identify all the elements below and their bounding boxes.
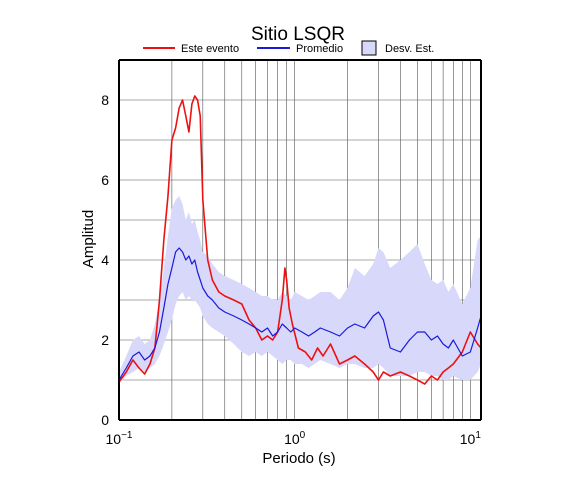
legend-label-desv-est: Desv. Est.: [385, 43, 434, 55]
axes: [118, 59, 482, 421]
x-tick-label: 100: [284, 430, 306, 447]
y-tick-label: 6: [101, 172, 109, 188]
y-tick-label: 0: [101, 412, 109, 428]
series-layer: [118, 95, 482, 385]
legend: Este evento Promedio Desv. Est.: [143, 40, 434, 56]
std-band-layer: [119, 196, 481, 384]
x-axis-label: Periodo (s): [262, 450, 335, 467]
series-line-promedio: [118, 247, 482, 381]
y-tick-label: 4: [101, 252, 109, 268]
x-tick-label: 101: [460, 430, 482, 447]
y-tick-label: 8: [101, 92, 109, 108]
std-band-area: [119, 196, 481, 384]
x-tick-label: 10−1: [106, 430, 133, 447]
tick-labels: 0 2 4 6 8 10−1 100 101: [101, 92, 481, 447]
legend-label-este-evento: Este evento: [181, 43, 239, 55]
chart-title: Sitio LSQR: [251, 24, 345, 45]
y-tick-label: 2: [101, 332, 109, 348]
legend-label-promedio: Promedio: [296, 43, 343, 55]
y-axis-label: Amplitud: [80, 210, 97, 268]
legend-swatch-desv-est: [361, 40, 377, 56]
